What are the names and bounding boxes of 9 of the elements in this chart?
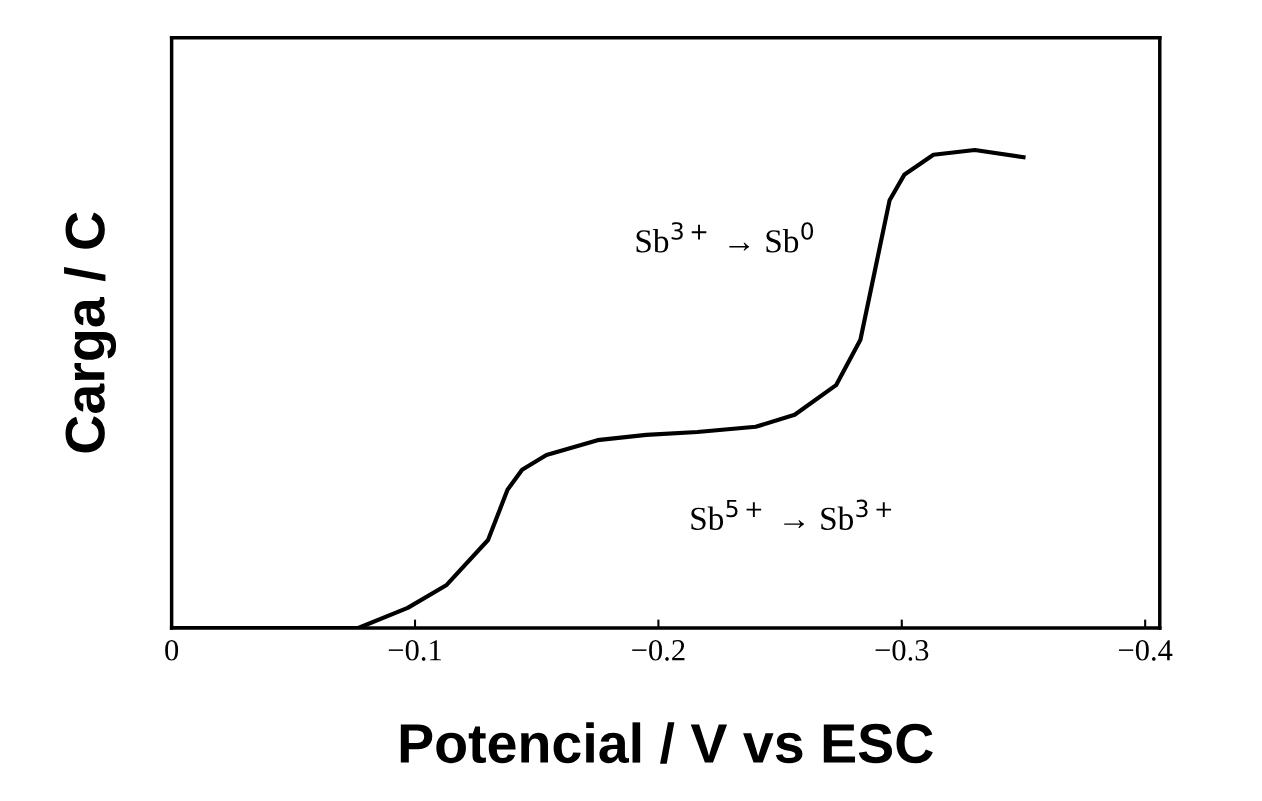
x-tick-label: −0.4: [1118, 639, 1173, 661]
x-tick-label: −0.3: [875, 639, 929, 661]
annotation: Sb$^{5+}$ → Sb$^{3+}$: [691, 499, 892, 531]
x-tick-label: 0: [165, 639, 179, 661]
x-tick-label: −0.1: [388, 639, 441, 661]
y-axis-title: Carga / C: [64, 212, 117, 453]
x-tick-label: −0.2: [632, 639, 685, 661]
x-axis-title: Potencial / V vs ESC: [400, 722, 933, 764]
annotation: Sb$^{3+}$ → Sb$^{0}$: [636, 222, 814, 253]
